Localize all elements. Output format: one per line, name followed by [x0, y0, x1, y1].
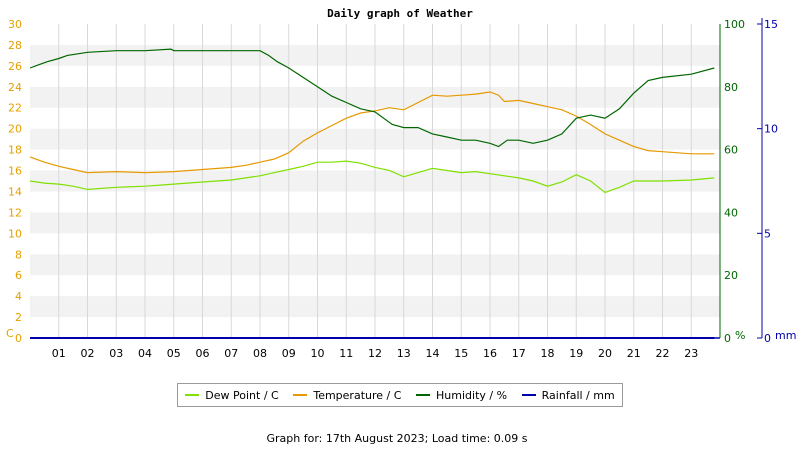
chart-title: Daily graph of Weather	[327, 7, 473, 20]
series-line-dew-point	[29, 160, 715, 194]
left-axis-tick-label: 22	[8, 102, 22, 115]
humidity-axis-unit-label: %	[735, 329, 745, 342]
x-axis-tick-label: 06	[196, 347, 210, 360]
x-axis-tick-label: 10	[311, 347, 325, 360]
humidity-axis-tick-label: 20	[724, 269, 738, 282]
x-axis-tick-label: 07	[224, 347, 238, 360]
legend-item: Temperature / C	[293, 389, 401, 402]
legend-swatch	[293, 394, 308, 396]
x-axis-tick-label: 21	[627, 347, 641, 360]
x-axis-tick-label: 02	[81, 347, 95, 360]
x-axis-tick-label: 04	[138, 347, 152, 360]
left-axis-tick-label: 8	[15, 248, 22, 261]
x-axis-tick-label: 12	[368, 347, 382, 360]
left-axis-tick-label: 18	[8, 144, 22, 157]
rainfall-axis-tick-label: 15	[764, 18, 778, 31]
legend-swatch	[521, 394, 536, 396]
left-axis-tick-label: 0	[15, 332, 22, 345]
x-axis-tick-label: 16	[483, 347, 497, 360]
legend-item: Dew Point / C	[185, 388, 279, 402]
series-line-temperature	[29, 91, 715, 174]
x-axis-tick-label: 03	[109, 347, 123, 360]
series-line-humidity	[29, 48, 715, 148]
rainfall-axis-unit-label: mm	[775, 329, 796, 342]
humidity-axis-tick-label: 0	[724, 332, 731, 345]
x-axis-tick-label: 18	[541, 347, 555, 360]
rainfall-axis-tick-label: 5	[764, 227, 771, 240]
x-axis-tick-label: 05	[167, 347, 181, 360]
graph-footer: Graph for: 17th August 2023; Load time: …	[267, 432, 528, 445]
humidity-axis-tick-label: 40	[724, 206, 738, 219]
rainfall-axis-tick-label: 0	[764, 332, 771, 345]
x-axis-tick-label: 01	[52, 347, 66, 360]
left-axis-tick-label: 14	[8, 185, 22, 198]
x-axis-tick-label: 11	[339, 347, 353, 360]
left-axis-unit-label: C	[6, 327, 14, 340]
humidity-axis-tick-label: 80	[724, 81, 738, 94]
x-axis-tick-label: 22	[656, 347, 670, 360]
x-axis-tick-label: 19	[569, 347, 583, 360]
left-axis-tick-label: 28	[8, 39, 22, 52]
legend-item: Humidity / %	[416, 389, 507, 402]
chart-legend: Dew Point / C Temperature / C Humidity / %…	[177, 383, 623, 407]
legend-label: Dew Point / C	[205, 388, 279, 402]
x-axis-tick-label: 14	[426, 347, 440, 360]
left-axis-tick-label: 4	[15, 290, 22, 303]
legend-label: Humidity / %	[436, 388, 508, 402]
x-axis-tick-label: 08	[253, 347, 267, 360]
left-axis-tick-label: 12	[8, 206, 22, 219]
left-axis-tick-label: 10	[8, 227, 22, 240]
left-axis-tick-label: 30	[8, 18, 22, 31]
x-axis-tick-label: 20	[598, 347, 612, 360]
x-axis-tick-label: 13	[397, 347, 411, 360]
legend-label: Temperature / C	[313, 388, 402, 402]
legend-label: Rainfall / mm	[541, 388, 615, 402]
legend-swatch	[185, 394, 200, 396]
x-axis-tick-label: 23	[684, 347, 698, 360]
left-axis-tick-label: 20	[8, 123, 22, 136]
left-axis-tick-label: 26	[8, 60, 22, 73]
x-axis-tick-label: 17	[512, 347, 526, 360]
legend-swatch	[416, 394, 431, 396]
left-axis-tick-label: 6	[15, 269, 22, 282]
humidity-axis-tick-label: 100	[724, 18, 745, 31]
x-axis-tick-label: 09	[282, 347, 296, 360]
left-axis-tick-label: 24	[8, 81, 22, 94]
rainfall-axis-tick-label: 10	[764, 123, 778, 136]
left-axis-tick-label: 2	[15, 311, 22, 324]
x-axis-tick-label: 15	[454, 347, 468, 360]
humidity-axis-tick-label: 60	[724, 144, 738, 157]
left-axis-tick-label: 16	[8, 165, 22, 178]
legend-item: Rainfall / mm	[521, 388, 615, 402]
